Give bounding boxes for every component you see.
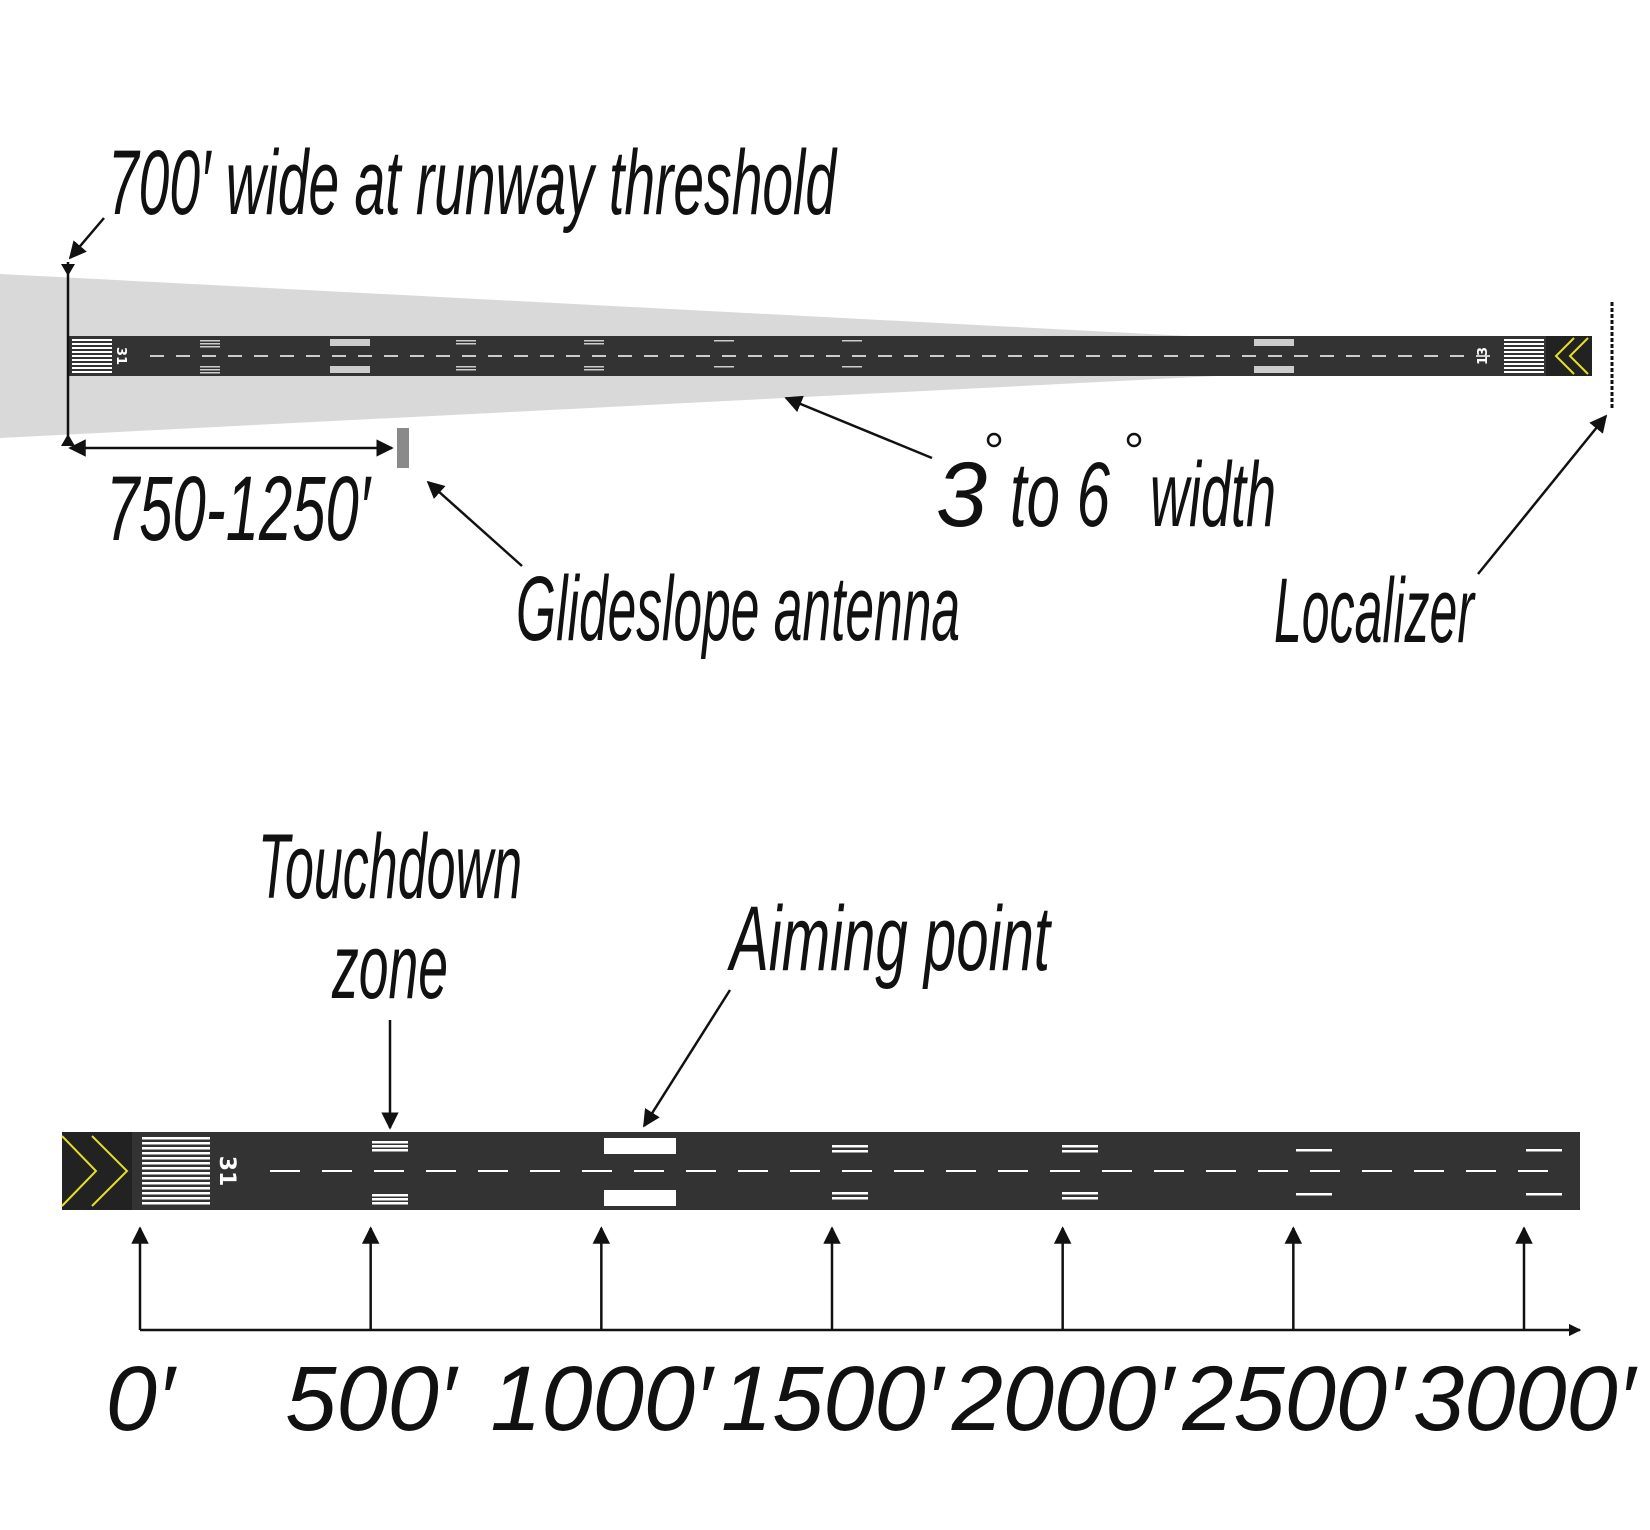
- touchdown-zone-bar: [372, 1141, 408, 1144]
- bottom-threshold-bars: [142, 1137, 210, 1205]
- top-threshold-bars-right: [1504, 339, 1544, 373]
- label-course-width-value-b: to 6: [1010, 444, 1111, 546]
- top-chevrons: [1554, 337, 1589, 375]
- touchdown-zone-bar: [1296, 1149, 1332, 1152]
- touchdown-zone-bar: [1062, 1197, 1098, 1200]
- touchdown-zone-marking: [456, 366, 476, 368]
- glideslope-antenna: [397, 428, 409, 468]
- threshold-bar: [142, 1152, 210, 1155]
- distance-ticks: 0′ 500′ 1000′ 1500′ 2000′ 2500′ 3000′: [106, 1226, 1638, 1450]
- threshold-bar: [142, 1197, 210, 1200]
- touchdown-zone-bar: [372, 1198, 408, 1201]
- touchdown-zone-bar: [832, 1192, 868, 1195]
- touchdown-zone-marking: [1254, 366, 1294, 373]
- course-width-arrow: [784, 395, 933, 460]
- top-runway-number-left: 31: [113, 347, 128, 365]
- threshold-bar: [142, 1167, 210, 1170]
- top-threshold-bars-left: [72, 339, 112, 373]
- bottom-diagram: 31 Touchdown zone Aiming point 0′ 500′ 100…: [61, 816, 1638, 1450]
- threshold-bar: [142, 1202, 210, 1205]
- threshold-bar: [142, 1162, 210, 1165]
- aiming-point-marking: [604, 1190, 676, 1206]
- touchdown-zone-bar: [832, 1197, 868, 1200]
- touchdown-zone-marking: [200, 366, 220, 368]
- touchdown-zone-marking: [584, 369, 604, 371]
- touchdown-zone-bar: [372, 1202, 408, 1205]
- label-touchdown-line1: Touchdown: [258, 816, 522, 918]
- threshold-bar: [142, 1182, 210, 1185]
- degree-symbol-a: [986, 432, 1002, 448]
- touchdown-zone-bar: [372, 1149, 408, 1152]
- touchdown-zone-marking: [330, 339, 370, 346]
- touchdown-zone-marking: [456, 369, 476, 371]
- threshold-bar: [142, 1147, 210, 1150]
- label-localizer: Localizer: [1274, 560, 1476, 662]
- touchdown-zone-bar: [1062, 1145, 1098, 1148]
- touchdown-zone-bar: [1062, 1192, 1098, 1195]
- threshold-bar: [142, 1192, 210, 1195]
- touchdown-zone-marking: [584, 343, 604, 345]
- touchdown-zone-marking: [330, 366, 370, 373]
- touchdown-zone-marking: [200, 369, 220, 371]
- aiming-point-arrow: [642, 989, 732, 1128]
- distance-label: 1500′: [721, 1348, 946, 1450]
- touchdown-zone-marking: [200, 346, 220, 348]
- aiming-point-marking: [604, 1138, 676, 1154]
- label-course-width-value-a: 3: [936, 444, 987, 546]
- touchdown-zone-marking: [584, 366, 604, 368]
- touchdown-zone-bar: [832, 1150, 868, 1153]
- threshold-bar: [142, 1142, 210, 1145]
- touchdown-zone-marking: [842, 366, 862, 368]
- label-aiming-point: Aiming point: [727, 888, 1052, 990]
- touchdown-zone-marking: [200, 372, 220, 374]
- touchdown-zone-bar: [832, 1145, 868, 1148]
- distance-label: 2500′: [1181, 1348, 1407, 1450]
- threshold-bar: [142, 1157, 210, 1160]
- touchdown-zone-bar: [1296, 1193, 1332, 1196]
- threshold-bar: [142, 1187, 210, 1190]
- top-markings: [200, 339, 1294, 374]
- label-threshold-width: 700′ wide at runway threshold: [108, 132, 838, 234]
- label-glideslope: Glideslope antenna: [516, 558, 960, 660]
- localizer-arrow: [1477, 414, 1608, 575]
- threshold-bar: [142, 1172, 210, 1175]
- touchdown-zone-marking: [200, 343, 220, 345]
- distance-label: 1000′: [490, 1348, 715, 1450]
- touchdown-zone-marking: [584, 340, 604, 342]
- label-touchdown-line2: zone: [331, 916, 448, 1018]
- touchdown-zone-marking: [1254, 339, 1294, 346]
- touchdown-zone-marking: [200, 340, 220, 342]
- touchdown-zone-marking: [456, 340, 476, 342]
- touchdown-zone-marking: [842, 340, 862, 342]
- touchdown-zone-marking: [714, 340, 734, 342]
- label-glideslope-distance: 750-1250′: [106, 458, 372, 560]
- threshold-bar: [142, 1177, 210, 1180]
- distance-label: 3000′: [1413, 1348, 1638, 1450]
- bottom-markings: [372, 1138, 1562, 1206]
- threshold-bar: [142, 1137, 210, 1140]
- touchdown-zone-bar: [1062, 1150, 1098, 1153]
- distance-label: 500′: [285, 1348, 458, 1450]
- touchdown-zone-marking: [714, 366, 734, 368]
- top-diagram: 31 13 700′: [0, 132, 1614, 662]
- bottom-chevrons: [61, 1135, 129, 1207]
- touchdown-zone-marking: [456, 343, 476, 345]
- touchdown-zone-bar: [372, 1194, 408, 1197]
- glideslope-arrow: [426, 480, 523, 567]
- bottom-runway-number: 31: [214, 1156, 239, 1187]
- distance-label: 2000′: [951, 1348, 1177, 1450]
- touchdown-zone-bar: [1526, 1149, 1562, 1152]
- distance-label: 0′: [106, 1348, 177, 1450]
- label-course-width-word: width: [1150, 444, 1276, 546]
- touchdown-zone-bar: [1526, 1193, 1562, 1196]
- degree-symbol-b: [1126, 432, 1142, 448]
- touchdown-zone-bar: [372, 1145, 408, 1148]
